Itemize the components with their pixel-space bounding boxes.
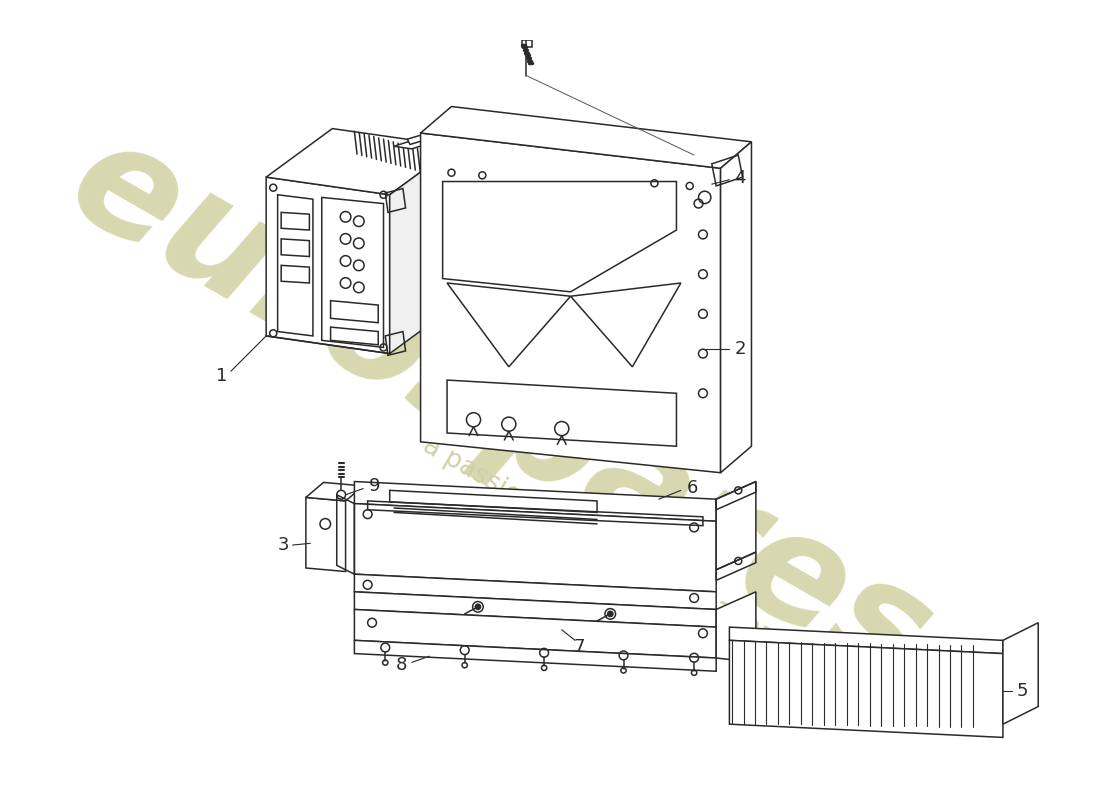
Polygon shape (716, 482, 756, 570)
Polygon shape (394, 139, 433, 149)
Polygon shape (729, 627, 1003, 654)
Polygon shape (407, 134, 428, 145)
Polygon shape (354, 574, 716, 610)
Polygon shape (354, 503, 716, 592)
Text: 1: 1 (217, 366, 228, 385)
Text: 2: 2 (735, 340, 747, 358)
Text: 6: 6 (686, 478, 698, 497)
Polygon shape (389, 146, 455, 354)
Polygon shape (729, 640, 1003, 738)
Polygon shape (720, 142, 751, 473)
Text: 9: 9 (368, 477, 381, 495)
Text: 8: 8 (396, 656, 407, 674)
Polygon shape (354, 482, 716, 522)
Polygon shape (306, 498, 345, 571)
Polygon shape (306, 482, 363, 501)
Polygon shape (716, 592, 756, 662)
Text: 5: 5 (1016, 682, 1028, 700)
Text: eurospares: eurospares (44, 105, 956, 717)
Polygon shape (354, 592, 716, 627)
Polygon shape (1003, 622, 1038, 724)
Polygon shape (420, 106, 751, 168)
Circle shape (475, 604, 481, 610)
Circle shape (607, 611, 613, 617)
Text: a passion for parts since 1985: a passion for parts since 1985 (418, 432, 777, 654)
Text: 4: 4 (734, 169, 746, 187)
Text: 7: 7 (574, 638, 585, 657)
Polygon shape (266, 129, 455, 194)
Polygon shape (266, 177, 389, 354)
Polygon shape (354, 640, 716, 671)
Text: 3: 3 (278, 536, 289, 554)
Polygon shape (420, 133, 720, 473)
Polygon shape (354, 610, 716, 658)
